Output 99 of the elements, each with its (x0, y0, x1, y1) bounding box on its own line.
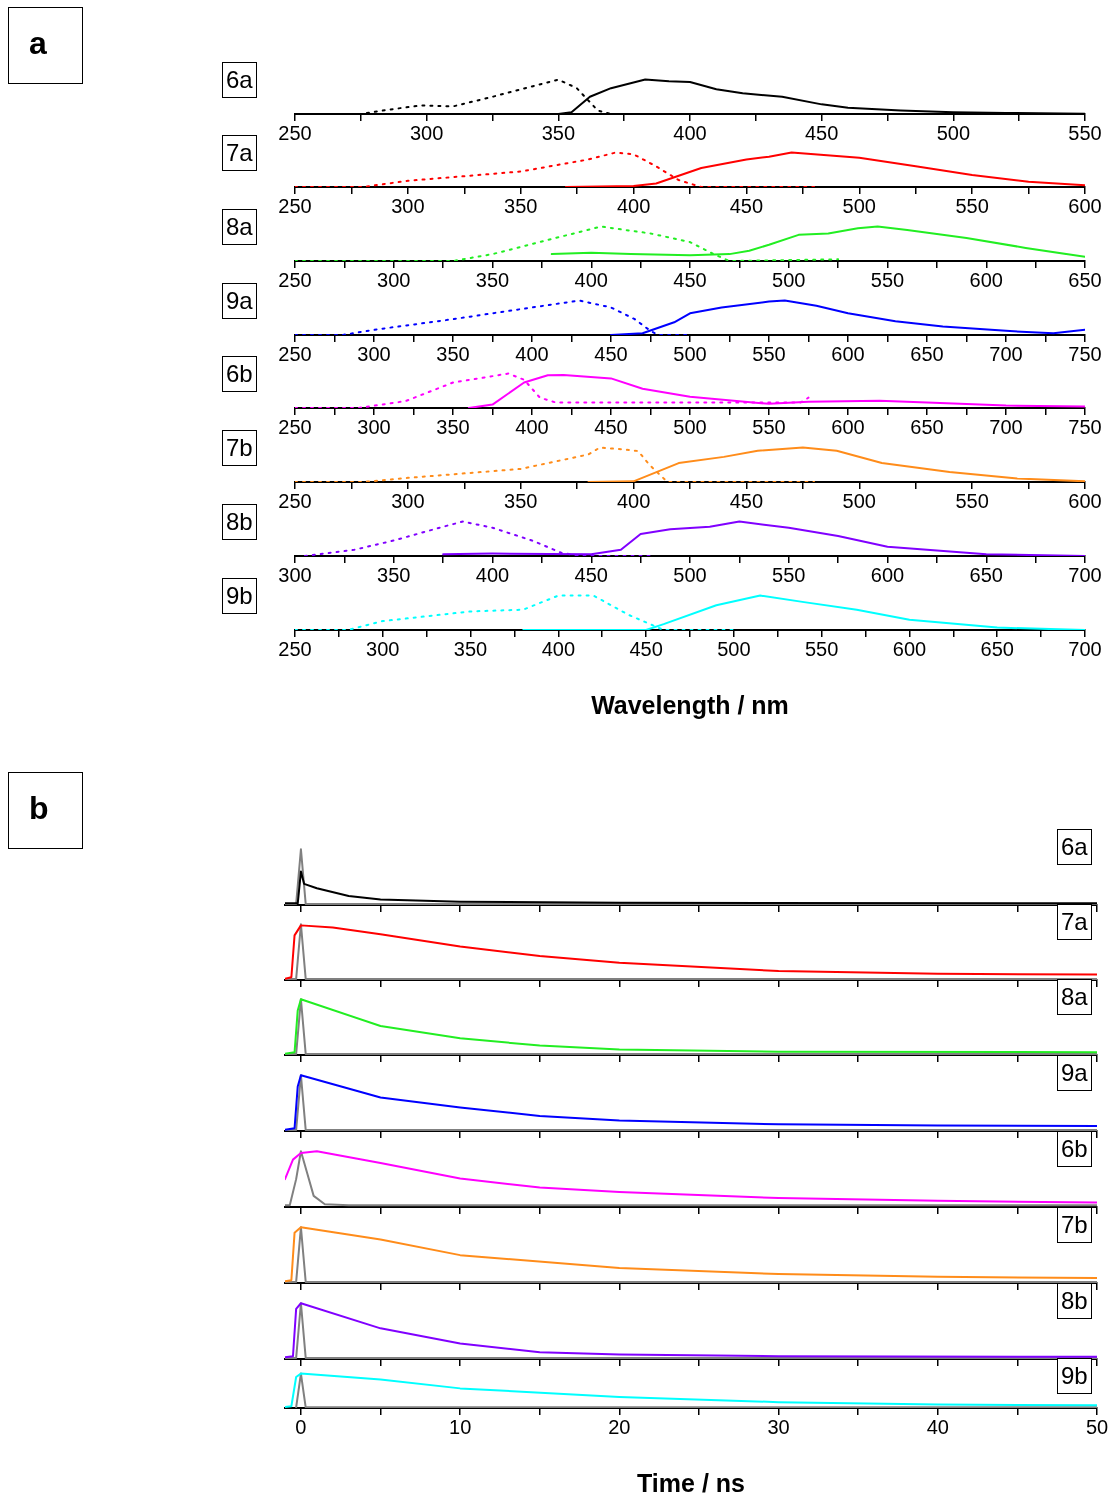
x-tick-label: 750 (1068, 342, 1102, 365)
x-tick-label: 400 (515, 415, 549, 438)
chart-title: 8a (222, 209, 257, 245)
x-tick-label: 30 (767, 1415, 790, 1438)
x-tick-label: 550 (772, 563, 806, 586)
chart-title: 7b (1057, 1207, 1092, 1243)
x-axis-title: Time / ns (636, 1469, 746, 1498)
x-tick-label: 600 (831, 342, 865, 365)
x-tick-label: 400 (475, 563, 510, 586)
x-tick-label: 0 (295, 1415, 307, 1438)
x-tick-label: 650 (910, 342, 944, 365)
x-tick-label: 600 (892, 637, 927, 660)
chart-title: 8b (222, 504, 257, 540)
x-tick-label: 500 (772, 268, 806, 291)
x-tick-label: 700 (1068, 637, 1102, 660)
x-tick-label: 700 (989, 342, 1023, 365)
x-tick-label: 400 (541, 637, 576, 660)
x-tick-label: 300 (391, 194, 425, 217)
x-tick-label: 600 (831, 415, 865, 438)
x-tick-label: 500 (673, 342, 707, 365)
chart-title: 6a (1057, 829, 1092, 865)
x-tick-label: 400 (673, 121, 707, 144)
x-tick-label: 600 (870, 563, 905, 586)
x-tick-label: 400 (616, 489, 651, 512)
x-tick-label: 550 (955, 489, 989, 512)
chart-title: 9a (1057, 1055, 1092, 1091)
x-tick-label: 300 (366, 637, 400, 660)
x-tick-label: 300 (357, 342, 391, 365)
x-tick-label: 40 (926, 1415, 949, 1438)
x-tick-label: 500 (717, 637, 751, 660)
x-tick-label: 350 (541, 121, 576, 144)
x-tick-label: 600 (1068, 489, 1102, 512)
x-tick-label: 550 (752, 415, 786, 438)
x-tick-label: 50 (1085, 1415, 1109, 1438)
x-tick-label: 650 (910, 415, 944, 438)
x-tick-label: 500 (673, 563, 707, 586)
x-tick-label: 700 (989, 415, 1023, 438)
x-tick-label: 400 (515, 342, 549, 365)
chart-title: 6a (222, 62, 257, 98)
x-tick-label: 300 (278, 563, 312, 586)
chart-title: 9b (222, 578, 257, 614)
x-tick-label: 450 (594, 342, 628, 365)
chart-title: 7b (222, 430, 257, 466)
x-tick-label: 350 (436, 342, 470, 365)
x-tick-label: 550 (1068, 121, 1102, 144)
x-tick-label: 550 (955, 194, 989, 217)
x-tick-label: 450 (574, 563, 608, 586)
x-tick-label: 500 (842, 194, 876, 217)
x-tick-label: 500 (842, 489, 876, 512)
x-tick-label: 350 (453, 637, 488, 660)
x-tick-label: 10 (449, 1415, 472, 1438)
x-tick-label: 250 (278, 637, 312, 660)
chart-title: 7a (1057, 904, 1092, 940)
x-tick-label: 250 (278, 489, 312, 512)
x-tick-label: 350 (504, 489, 538, 512)
x-tick-label: 650 (980, 637, 1014, 660)
x-tick-label: 300 (391, 489, 425, 512)
x-tick-label: 600 (969, 268, 1003, 291)
chart-title: 9b (1057, 1358, 1092, 1394)
x-tick-label: 350 (504, 194, 538, 217)
x-tick-label: 450 (729, 194, 764, 217)
x-tick-label: 250 (278, 121, 312, 144)
x-tick-label: 450 (804, 121, 839, 144)
chart-title: 9a (222, 283, 257, 319)
x-tick-label: 600 (1068, 194, 1102, 217)
text: b (8, 772, 83, 849)
x-tick-label: 500 (673, 415, 707, 438)
x-axis-title: Wavelength / nm (590, 691, 790, 720)
chart-title: 6b (1057, 1131, 1092, 1167)
text: a (8, 7, 83, 84)
x-tick-label: 400 (616, 194, 651, 217)
x-tick-label: 350 (436, 415, 470, 438)
chart-title: 7a (222, 135, 257, 171)
x-tick-label: 250 (278, 268, 312, 291)
x-tick-label: 450 (629, 637, 663, 660)
x-tick-label: 300 (409, 121, 444, 144)
x-tick-label: 350 (377, 563, 411, 586)
x-tick-label: 500 (936, 121, 971, 144)
x-tick-label: 550 (804, 637, 839, 660)
x-tick-label: 450 (673, 268, 707, 291)
chart-title: 6b (222, 356, 257, 392)
x-tick-label: 550 (752, 342, 786, 365)
x-tick-label: 650 (969, 563, 1003, 586)
x-tick-label: 750 (1068, 415, 1102, 438)
x-tick-label: 700 (1068, 563, 1102, 586)
x-tick-label: 250 (278, 194, 312, 217)
chart-title: 8b (1057, 1283, 1092, 1319)
x-tick-label: 250 (278, 342, 312, 365)
x-tick-label: 250 (278, 415, 312, 438)
chart-title: 8a (1057, 979, 1092, 1015)
x-tick-label: 650 (1068, 268, 1102, 291)
x-tick-label: 20 (608, 1415, 631, 1438)
x-tick-label: 450 (594, 415, 628, 438)
x-tick-label: 550 (870, 268, 905, 291)
x-tick-label: 400 (574, 268, 608, 291)
x-tick-label: 450 (729, 489, 764, 512)
x-tick-label: 300 (377, 268, 411, 291)
x-tick-label: 300 (357, 415, 391, 438)
x-tick-label: 350 (475, 268, 510, 291)
